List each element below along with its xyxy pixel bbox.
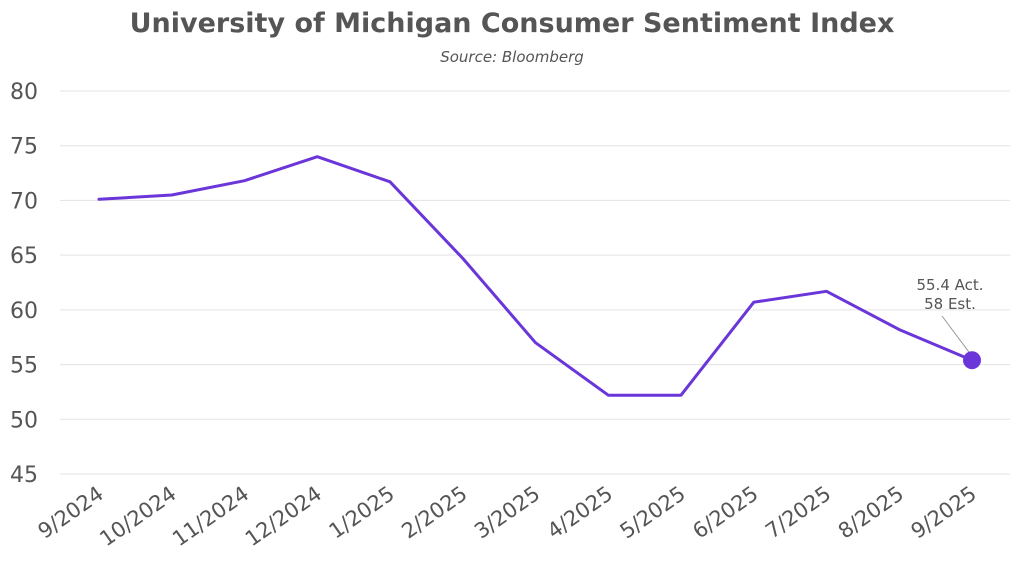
x-tick-label: 3/2025 — [470, 481, 544, 543]
x-tick-label: 7/2025 — [761, 481, 835, 543]
y-tick-label: 55 — [10, 354, 38, 379]
x-tick-label: 8/2025 — [834, 481, 908, 543]
chart-subtitle: Source: Bloomberg — [440, 48, 584, 66]
x-tick-label: 4/2025 — [543, 481, 617, 543]
y-tick-label: 50 — [10, 408, 38, 433]
x-tick-label: 5/2025 — [616, 481, 690, 543]
x-tick-label: 12/2024 — [241, 481, 326, 551]
y-tick-label: 65 — [10, 244, 38, 269]
annotation-actual: 55.4 Act. — [916, 276, 983, 294]
annotation-estimate: 58 Est. — [924, 295, 976, 313]
x-tick-label: 1/2025 — [325, 481, 399, 543]
y-tick-label: 70 — [10, 189, 38, 214]
x-tick-label: 10/2024 — [95, 481, 180, 551]
x-tick-label: 6/2025 — [688, 481, 762, 543]
series-line — [97, 155, 974, 397]
y-tick-label: 75 — [10, 135, 38, 160]
annotation-leader — [941, 315, 970, 353]
y-tick-label: 80 — [10, 80, 38, 105]
x-tick-label: 11/2024 — [168, 481, 253, 551]
y-tick-label: 60 — [10, 299, 38, 324]
data-point-marker — [963, 351, 981, 370]
x-tick-label: 2/2025 — [397, 481, 471, 543]
y-tick-label: 45 — [10, 463, 38, 488]
x-tick-label: 9/2025 — [907, 481, 981, 543]
chart-title: University of Michigan Consumer Sentimen… — [129, 8, 895, 39]
